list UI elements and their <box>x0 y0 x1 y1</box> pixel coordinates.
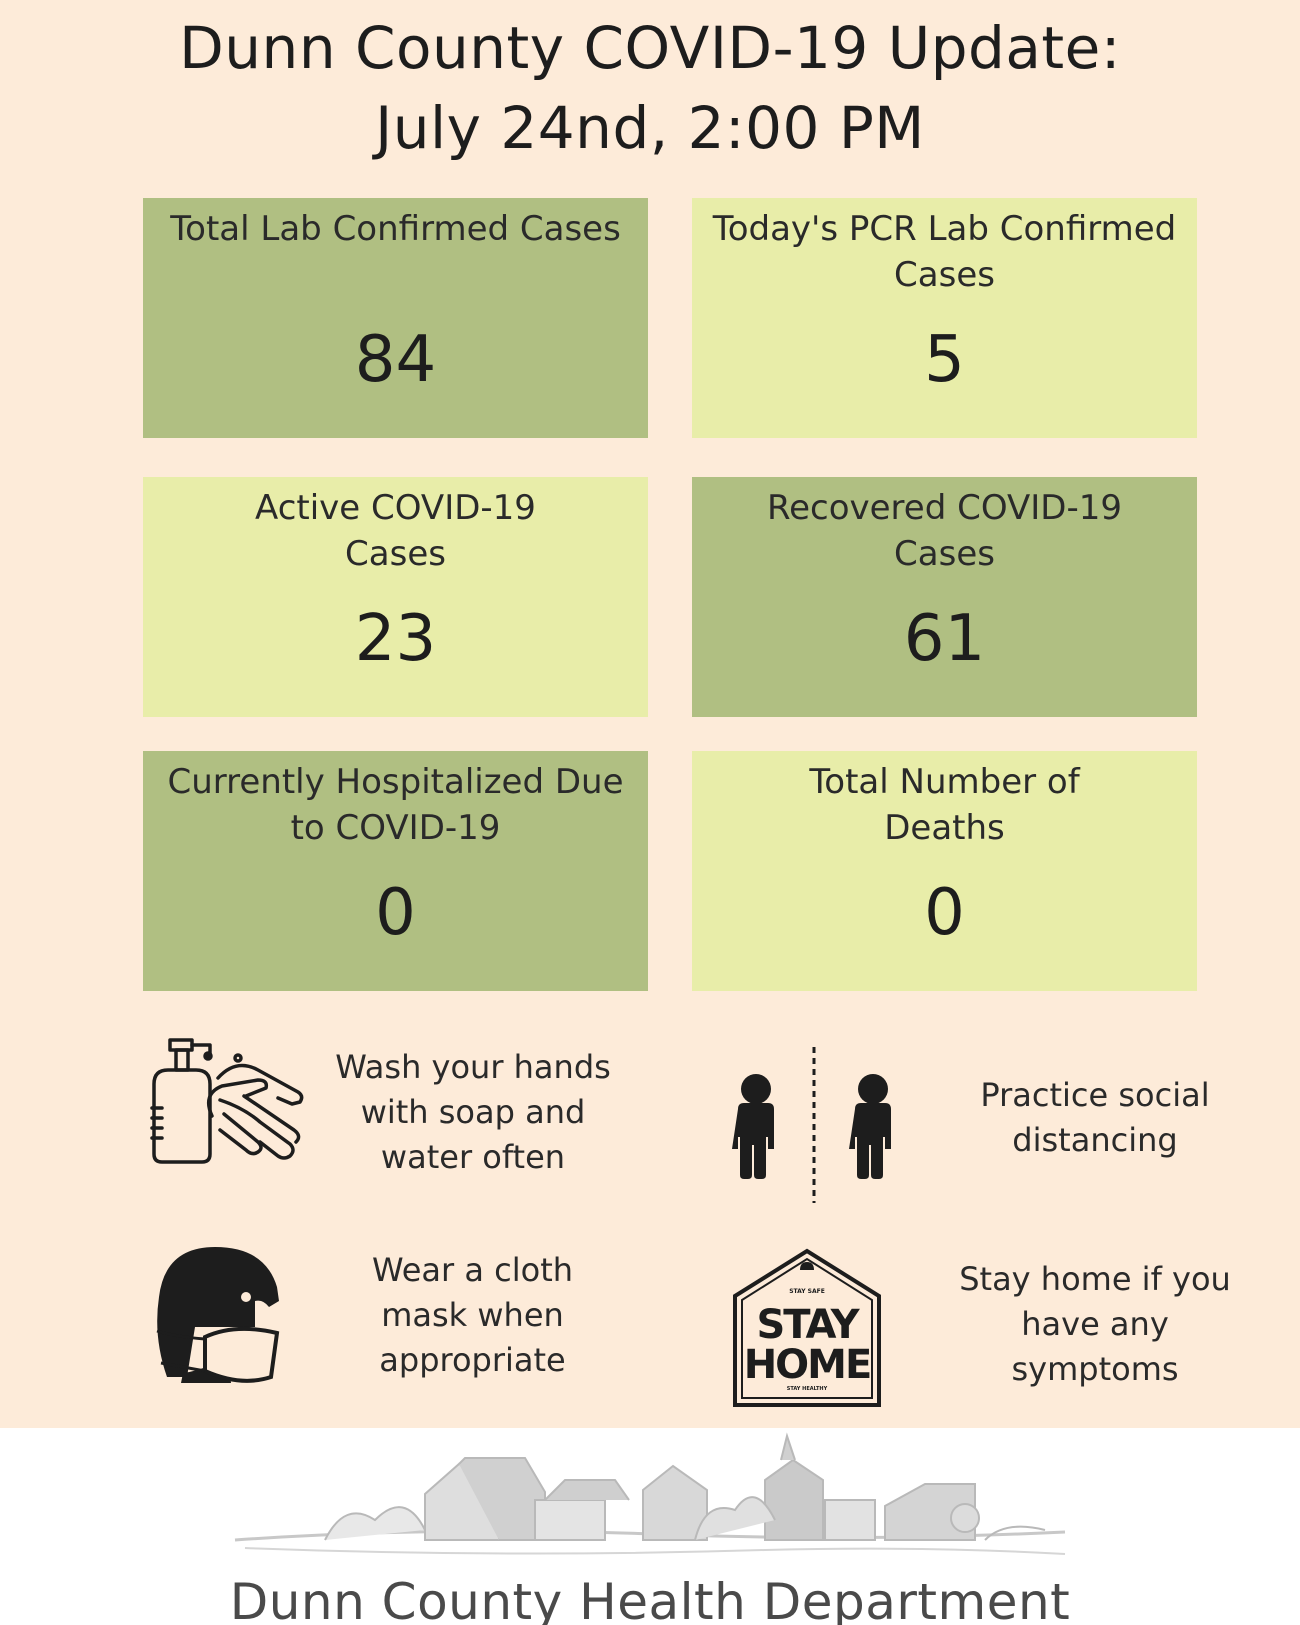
stay-home-bottom: STAY HEALTHY <box>787 1386 828 1392</box>
title-line-1: Dunn County COVID-19 Update: <box>179 14 1121 82</box>
tip-stay-home: Stay home if you have any symptoms <box>959 1260 1231 1388</box>
stat-label: Active COVID-19 Cases <box>255 488 536 574</box>
stat-label: Currently Hospitalized Due to COVID-19 <box>167 762 624 848</box>
tip-social-distancing: Practice social distancing <box>980 1076 1210 1159</box>
stat-total-confirmed: Total Lab Confirmed Cases 84 <box>143 198 648 438</box>
health-department-name: Dunn County Health Department <box>229 1573 1071 1625</box>
footer <box>0 1428 1300 1625</box>
page-title: Dunn County COVID-19 Update: July 24nd, … <box>0 8 1300 168</box>
stat-value: 0 <box>924 876 965 950</box>
stay-home-main2: HOME <box>744 1342 871 1388</box>
stat-value: 5 <box>924 323 965 397</box>
stat-active-cases: Active COVID-19 Cases 23 <box>143 477 648 717</box>
stat-label: Recovered COVID-19 Cases <box>767 488 1122 574</box>
face-mask-icon <box>155 1245 285 1393</box>
stay-home-main1: STAY <box>756 1302 860 1348</box>
stat-value: 23 <box>354 602 437 676</box>
stat-todays-pcr: Today's PCR Lab Confirmed Cases 5 <box>692 198 1197 438</box>
title-line-2: July 24nd, 2:00 PM <box>375 94 925 162</box>
stat-value: 0 <box>375 876 416 950</box>
stat-label: Total Lab Confirmed Cases <box>170 209 621 249</box>
stay-home-top: STAY SAFE <box>789 1288 825 1295</box>
stat-recovered-cases: Recovered COVID-19 Cases 61 <box>692 477 1197 717</box>
stat-value: 84 <box>354 323 437 397</box>
hand-washing-icon <box>140 1038 315 1168</box>
stat-deaths: Total Number of Deaths 0 <box>692 751 1197 991</box>
stat-value: 61 <box>903 602 986 676</box>
stat-hospitalized: Currently Hospitalized Due to COVID-19 0 <box>143 751 648 991</box>
stay-home-icon: STAY SAFE STAY HOME STAY HEALTHY <box>732 1248 882 1408</box>
social-distancing-icon <box>728 1045 908 1205</box>
stat-label: Total Number of Deaths <box>809 762 1080 848</box>
stat-label: Today's PCR Lab Confirmed Cases <box>712 209 1177 295</box>
tip-wear-mask: Wear a cloth mask when appropriate <box>371 1251 574 1379</box>
tip-wash-hands: Wash your hands with soap and water ofte… <box>335 1048 611 1176</box>
farm-landscape-logo <box>225 1428 1075 1578</box>
